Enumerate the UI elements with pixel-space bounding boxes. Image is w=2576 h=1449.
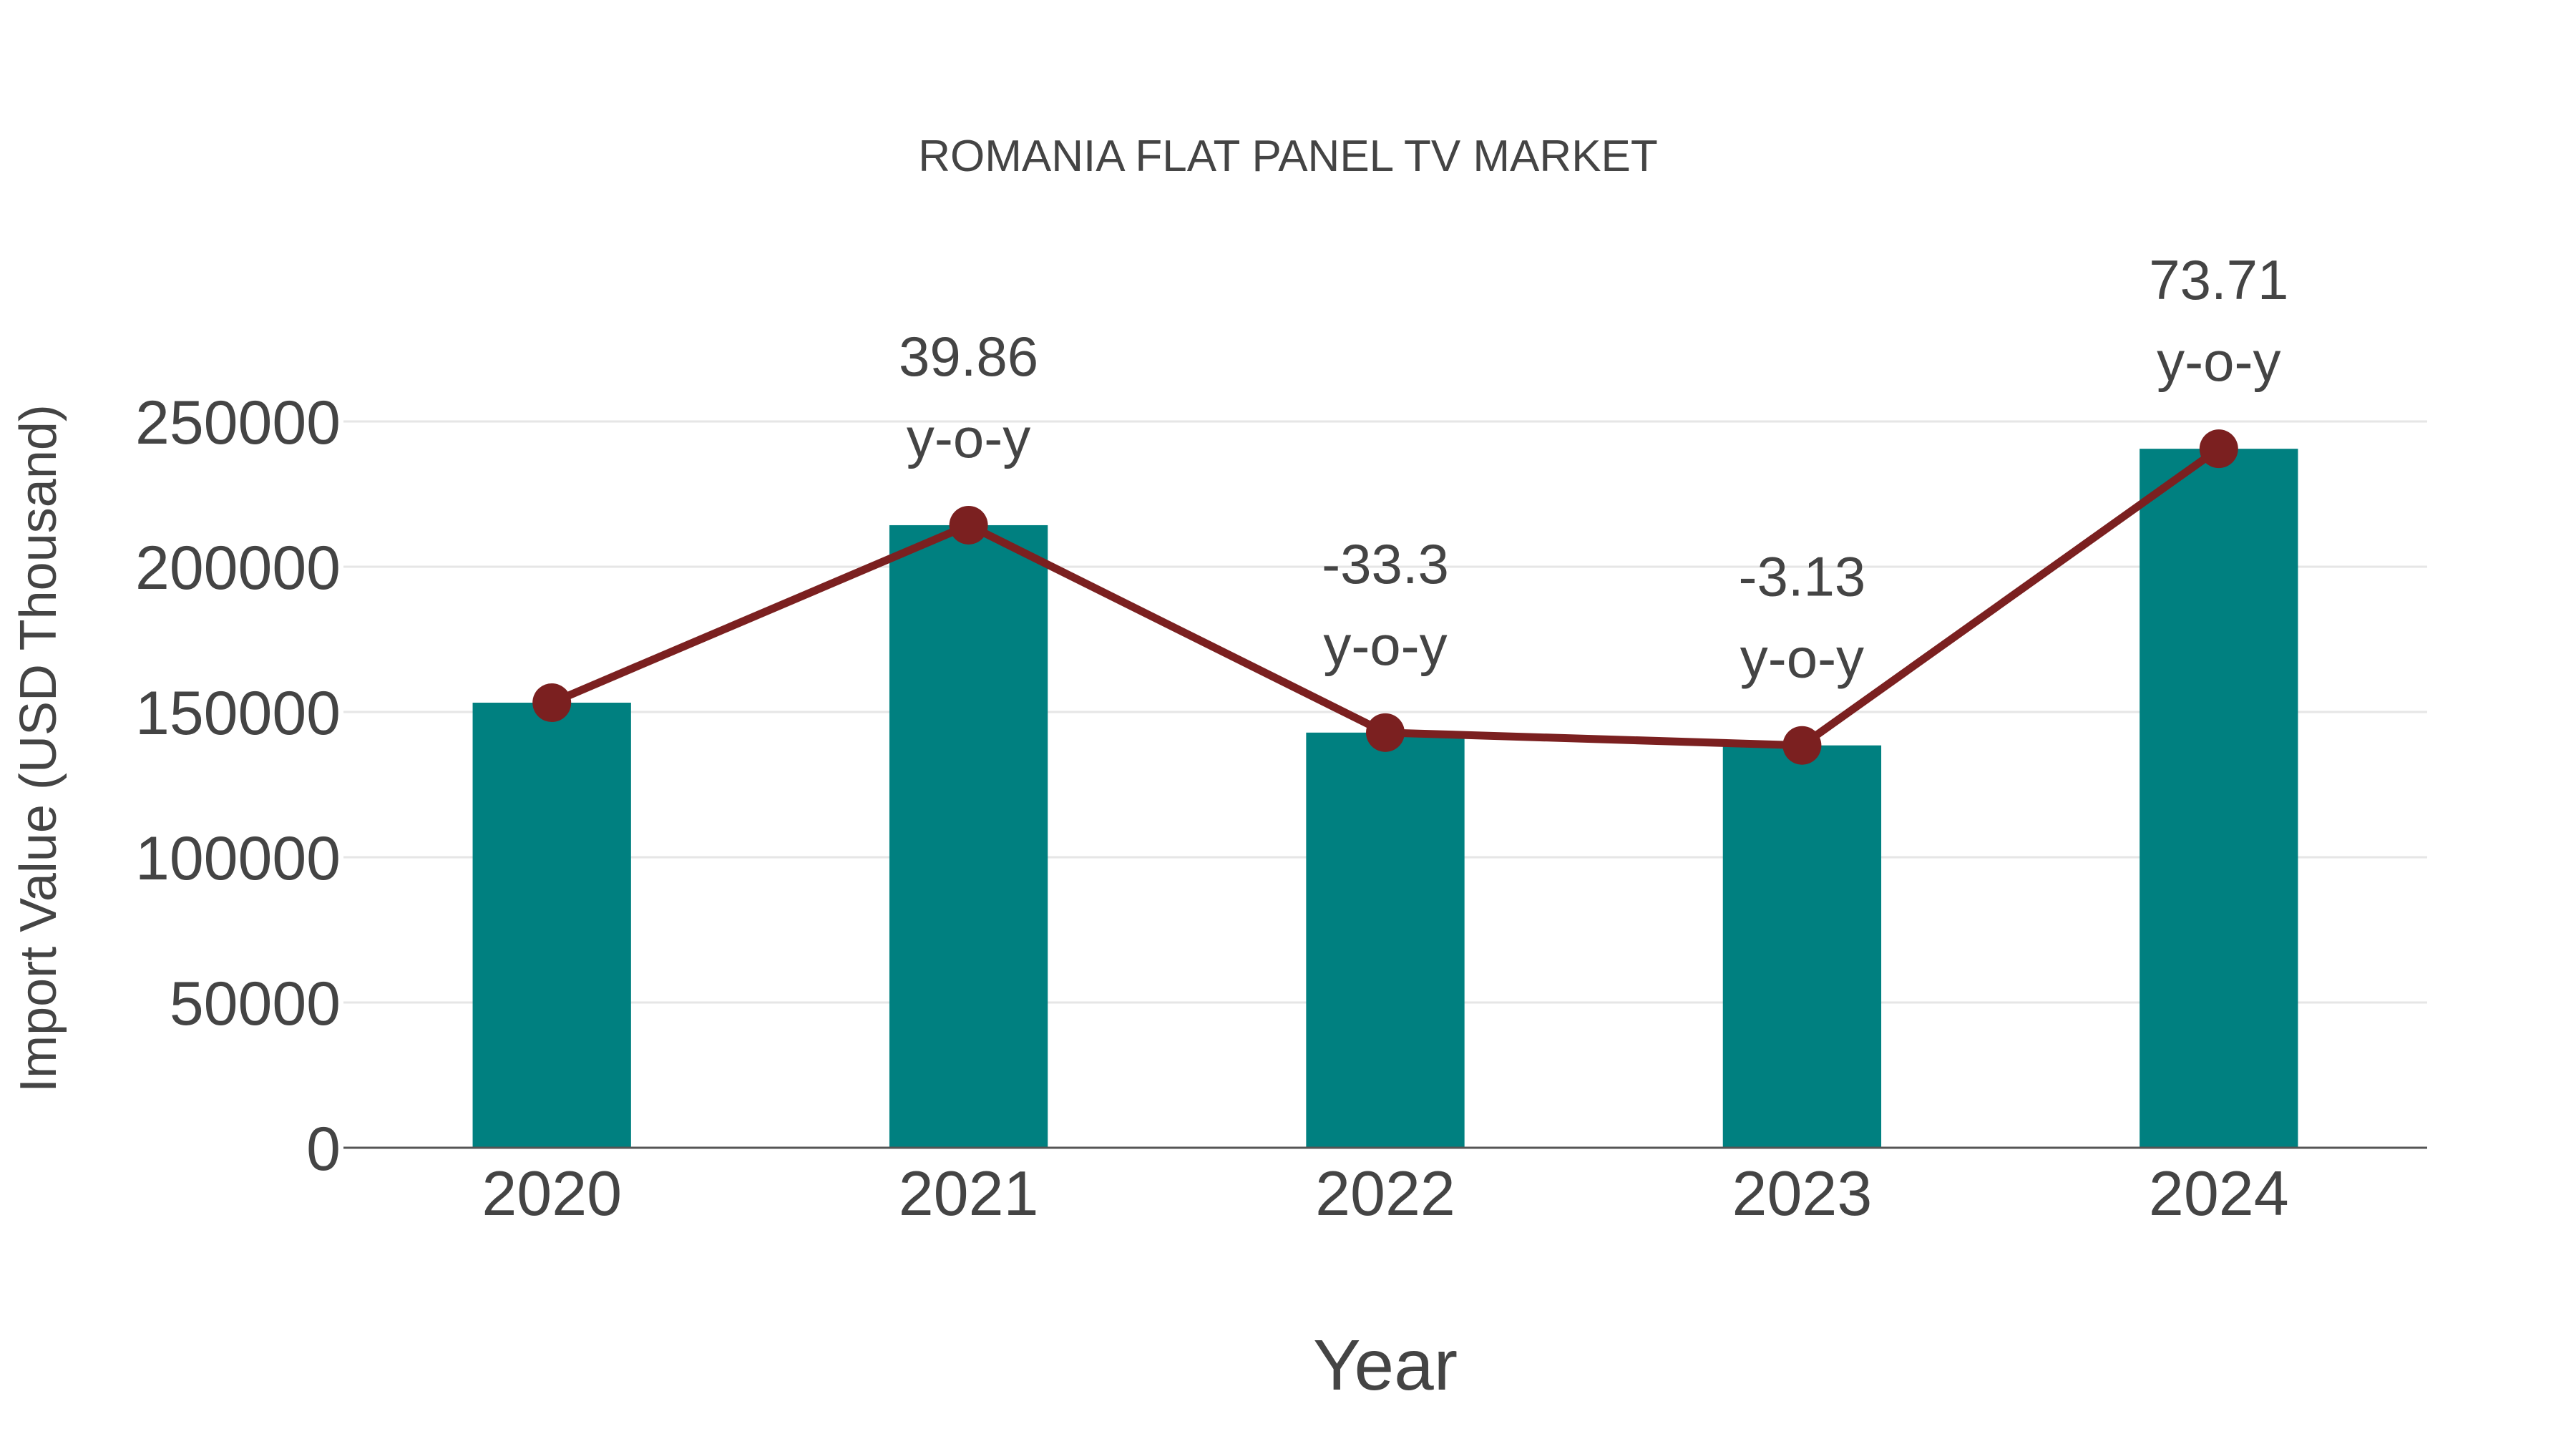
trend-marker [2199, 429, 2238, 469]
x-tick-label: 2021 [899, 1158, 1039, 1229]
yoy-annotations: 39.86 y-o-y -33.3 y-o-y -3.13 y-o-y 73.71 y-o-y [899, 248, 2288, 690]
x-tick-label: 2022 [1315, 1158, 1455, 1229]
y-axis-title: Import Value (USD Thousand) [10, 404, 67, 1093]
chart-title: ROMANIA FLAT PANEL TV MARKET [918, 132, 1658, 181]
x-axis-title: Year [1313, 1325, 1458, 1405]
y-tick-label: 0 [306, 1115, 341, 1184]
yoy-annotation-2021: 39.86 y-o-y [899, 325, 1038, 469]
bar-2024 [2140, 449, 2298, 1148]
gridlines [343, 420, 2427, 1004]
x-tick-label: 2020 [482, 1158, 622, 1229]
bar-2022 [1306, 732, 1465, 1148]
bars [472, 449, 2298, 1148]
x-tick-label: 2023 [1732, 1158, 1873, 1229]
yoy-value: -33.3 [1322, 532, 1449, 595]
x-axis-ticks: 2020 2021 2022 2023 2024 [482, 1158, 2288, 1229]
yoy-annotation-2024: 73.71 y-o-y [2149, 248, 2288, 393]
trend-marker [949, 505, 988, 545]
bar-2023 [1722, 745, 1882, 1148]
y-tick-label: 250000 [135, 389, 341, 457]
y-tick-label: 150000 [135, 679, 341, 748]
trend-marker [1782, 726, 1822, 765]
trend-line [532, 429, 2238, 765]
yoy-suffix: y-o-y [1740, 627, 1864, 690]
yoy-annotation-2022: -33.3 y-o-y [1322, 532, 1449, 677]
trend-marker [532, 683, 572, 723]
yoy-value: 73.71 [2149, 248, 2288, 311]
yoy-value: -3.13 [1739, 545, 1866, 608]
y-axis-ticks: 0 50000 100000 150000 200000 250000 [135, 389, 341, 1184]
yoy-suffix: y-o-y [1323, 614, 1447, 677]
bar-2021 [889, 525, 1048, 1148]
yoy-suffix: y-o-y [907, 406, 1030, 469]
yoy-value: 39.86 [899, 325, 1038, 388]
yoy-suffix: y-o-y [2157, 330, 2280, 393]
trend-marker [1366, 713, 1405, 752]
y-tick-label: 50000 [170, 970, 341, 1038]
y-tick-label: 100000 [135, 824, 341, 893]
x-tick-label: 2024 [2149, 1158, 2289, 1229]
bar-2020 [472, 703, 631, 1148]
trend-polyline [550, 445, 2221, 750]
yoy-annotation-2023: -3.13 y-o-y [1739, 545, 1866, 690]
y-tick-label: 200000 [135, 534, 341, 602]
